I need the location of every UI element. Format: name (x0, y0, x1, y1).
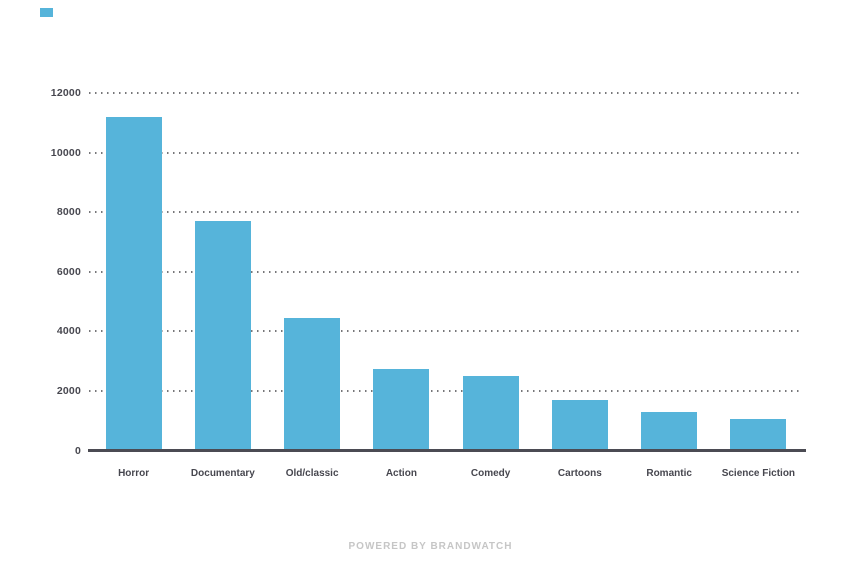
y-axis-tick-label: 8000 (56, 206, 81, 219)
bar-documentary[interactable] (194, 221, 251, 451)
x-axis-label: Cartoons (557, 468, 602, 479)
x-axis-label: Romantic (646, 468, 692, 479)
gridline-8000 (89, 211, 803, 214)
gridline-6000 (89, 270, 803, 273)
gridline-4000 (89, 330, 803, 333)
y-axis-tick-label: 2000 (56, 384, 81, 397)
x-axis-label: Science Fiction (721, 468, 796, 479)
bar-science-fiction[interactable] (730, 419, 787, 451)
x-axis-label: Old/classic (285, 468, 339, 479)
x-axis-line (88, 449, 806, 452)
y-axis-tick-label: 12000 (50, 87, 81, 99)
x-axis-label: Comedy (470, 468, 511, 479)
x-axis-label: Horror (118, 468, 150, 479)
gridline-2000 (89, 389, 803, 392)
gridline-12000 (89, 92, 803, 94)
legend-series-marker[interactable] (40, 8, 53, 17)
gridline-10000 (89, 151, 803, 154)
bar-cartoons[interactable] (551, 399, 608, 451)
y-axis-tick-label: 4000 (56, 325, 81, 338)
y-axis-tick-label: 10000 (50, 146, 81, 159)
powered-by-brandwatch-label: POWERED BY BRANDWATCH (348, 541, 513, 552)
bar-comedy[interactable] (462, 376, 519, 451)
y-axis-tick-label: 6000 (56, 265, 81, 278)
bar-action[interactable] (373, 368, 430, 451)
y-axis-tick-label: 0 (74, 444, 81, 457)
bar-horror[interactable] (105, 116, 162, 451)
x-axis-label: Action (385, 468, 417, 479)
bar-old-classic[interactable] (284, 317, 341, 451)
x-axis-label: Documentary (190, 468, 255, 479)
bar-romantic[interactable] (641, 411, 698, 451)
